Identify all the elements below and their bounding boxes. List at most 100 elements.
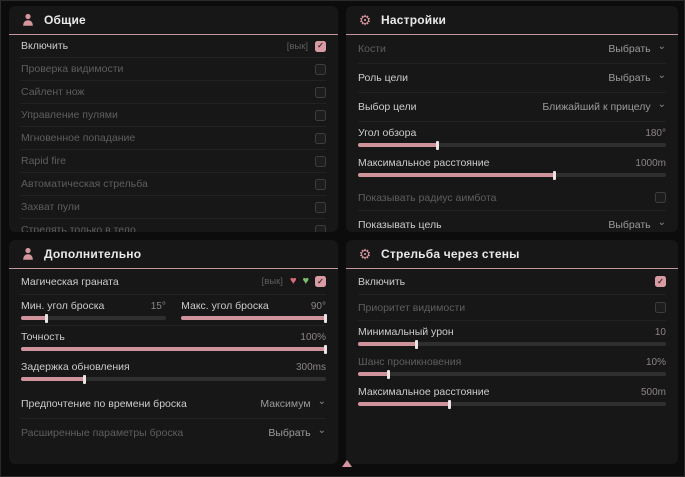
- enable-checkbox[interactable]: [315, 40, 326, 52]
- row-show-target: Показывать цель Выбрать ⌄: [358, 211, 666, 232]
- visibility-priority-checkbox[interactable]: [655, 302, 666, 313]
- row-visibility-priority: Приоритет видимости: [358, 295, 666, 321]
- auto-fire-checkbox[interactable]: [315, 178, 326, 190]
- slider-value: 10: [654, 326, 666, 338]
- update-delay-slider[interactable]: [21, 374, 326, 384]
- rapid-fire-checkbox[interactable]: [315, 155, 326, 167]
- row-magic-grenade: Магическая граната [вык] ♥ ♥: [21, 269, 326, 295]
- row-wallbang-enable: Включить: [358, 269, 666, 295]
- row-label: Проверка видимости: [21, 63, 124, 75]
- slider-value: 1000m: [635, 157, 666, 169]
- show-radius-checkbox[interactable]: [655, 192, 666, 203]
- person-icon: [21, 247, 35, 261]
- magic-grenade-checkbox[interactable]: [315, 276, 326, 287]
- bullet-capture-checkbox[interactable]: [315, 201, 326, 213]
- time-preference-dropdown[interactable]: Максимум ⌄: [260, 397, 326, 411]
- row-bullet-capture: Захват пули: [21, 196, 326, 219]
- gear-icon: ⚙: [358, 246, 372, 262]
- row-label: Показывать радиус аимбота: [358, 191, 497, 204]
- accuracy-slider[interactable]: [21, 344, 327, 354]
- row-max-angle: Макс. угол броска 90°: [181, 295, 327, 325]
- instant-hit-checkbox[interactable]: [315, 132, 326, 144]
- min-damage-slider[interactable]: [358, 339, 666, 349]
- chevron-down-icon: ⌄: [657, 41, 666, 52]
- row-auto-fire: Автоматическая стрельба: [21, 173, 326, 196]
- slider-fill: [358, 369, 390, 379]
- row-label: Захват пули: [21, 201, 80, 213]
- row-min-angle: Мин. угол броска 15°: [21, 295, 166, 325]
- row-label: Включить: [21, 40, 69, 52]
- row-update-delay: Задержка обновления 300ms: [21, 356, 326, 386]
- visibility-check-checkbox[interactable]: [315, 63, 326, 75]
- slider-value: 100%: [300, 331, 326, 343]
- green-heart-icon[interactable]: ♥: [302, 275, 309, 287]
- panel-wallbang-header: ⚙ Стрельба через стены: [346, 240, 678, 269]
- wallbang-enable-checkbox[interactable]: [655, 276, 666, 287]
- row-label: Показывать цель: [358, 219, 442, 231]
- slider-label: Минимальный урон: [358, 326, 454, 338]
- row-label: Роль цели: [358, 72, 409, 84]
- show-target-dropdown[interactable]: Выбрать ⌄: [608, 218, 666, 232]
- panel-title: Дополнительно: [44, 247, 142, 261]
- slider-label: Макс. угол броска: [181, 300, 269, 312]
- slider-fill: [358, 170, 557, 180]
- row-label: Мгновенное попадание: [21, 132, 136, 144]
- slider-fill: [358, 399, 452, 409]
- max-angle-slider[interactable]: [181, 313, 327, 323]
- panel-general: Общие Включить [вык] Проверка видимости …: [9, 6, 338, 232]
- broken-heart-icon[interactable]: ♥: [289, 275, 297, 287]
- panel-general-header: Общие: [9, 6, 338, 35]
- row-target-role: Роль цели Выбрать ⌄: [358, 64, 666, 93]
- row-label: Автоматическая стрельба: [21, 178, 148, 190]
- slider-fill: [21, 374, 87, 384]
- row-min-damage: Минимальный урон 10: [358, 321, 666, 351]
- row-silent-knife: Сайлент нож: [21, 81, 326, 104]
- row-label: Включить: [358, 275, 406, 288]
- bones-dropdown[interactable]: Выбрать ⌄: [608, 41, 666, 56]
- row-max-distance: Максимальное расстояние 1000m: [358, 152, 666, 182]
- slider-label: Задержка обновления: [21, 361, 130, 373]
- person-icon: [21, 13, 35, 27]
- row-label: Rapid fire: [21, 155, 66, 167]
- gear-icon: ⚙: [358, 12, 372, 28]
- row-label: Сайлент нож: [21, 86, 85, 98]
- row-enable: Включить [вык]: [21, 35, 326, 58]
- dropdown-value: Ближайший к прицелу: [542, 101, 651, 113]
- panel-title: Общие: [44, 13, 86, 27]
- panel-wallbang: ⚙ Стрельба через стены Включить Приорите…: [346, 240, 678, 464]
- row-rapid-fire: Rapid fire: [21, 150, 326, 173]
- max-distance-slider[interactable]: [358, 170, 666, 180]
- scroll-up-icon[interactable]: [342, 460, 352, 467]
- advanced-throw-dropdown[interactable]: Выбрать ⌄: [268, 426, 326, 440]
- silent-knife-checkbox[interactable]: [315, 86, 326, 98]
- panel-settings: ⚙ Настройки Кости Выбрать ⌄ Роль цели Вы…: [346, 6, 678, 232]
- body-only-checkbox[interactable]: [315, 224, 326, 232]
- penetration-chance-slider[interactable]: [358, 369, 666, 379]
- panel-additional-header: Дополнительно: [9, 240, 338, 269]
- min-angle-slider[interactable]: [21, 313, 166, 323]
- row-penetration-chance: Шанс проникновения 10%: [358, 351, 666, 381]
- slider-value: 500m: [640, 386, 666, 398]
- row-label: Предпочтение по времени броска: [21, 398, 187, 410]
- chevron-down-icon: ⌄: [657, 70, 666, 81]
- target-role-dropdown[interactable]: Выбрать ⌄: [608, 70, 666, 85]
- chevron-down-icon: ⌄: [657, 99, 666, 110]
- row-advanced-throw: Расширенные параметры броска Выбрать ⌄: [21, 419, 326, 447]
- row-time-preference: Предпочтение по времени броска Максимум …: [21, 390, 326, 419]
- slider-label: Шанс проникновения: [358, 356, 462, 368]
- slider-label: Мин. угол броска: [21, 300, 105, 312]
- bullet-control-checkbox[interactable]: [315, 109, 326, 121]
- keybind-tag: [вык]: [286, 40, 308, 52]
- slider-label: Угол обзора: [358, 127, 417, 139]
- fov-slider[interactable]: [358, 140, 666, 150]
- target-select-dropdown[interactable]: Ближайший к прицелу ⌄: [542, 99, 666, 114]
- row-target-select: Выбор цели Ближайший к прицелу ⌄: [358, 93, 666, 122]
- panel-additional: Дополнительно Магическая граната [вык] ♥…: [9, 240, 338, 464]
- row-bullet-control: Управление пулями: [21, 104, 326, 127]
- wallbang-max-distance-slider[interactable]: [358, 399, 666, 409]
- row-label: Кости: [358, 43, 386, 55]
- panel-title: Настройки: [381, 13, 447, 27]
- slider-label: Точность: [21, 331, 65, 343]
- dropdown-value: Выбрать: [608, 219, 651, 231]
- slider-label: Максимальное расстояние: [358, 386, 490, 398]
